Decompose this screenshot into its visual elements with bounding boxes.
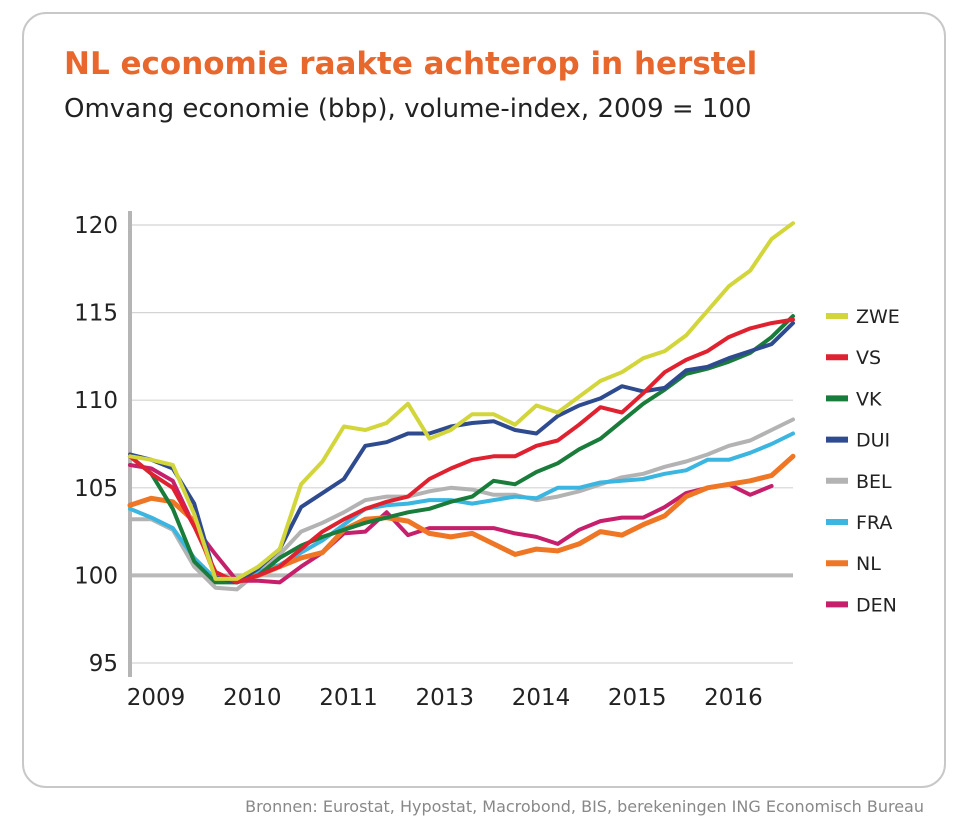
- x-tick-label: 2010: [223, 685, 282, 711]
- legend-label-nl: NL: [856, 553, 881, 575]
- series-line-fra: [128, 431, 795, 581]
- y-tick-label: 105: [74, 476, 118, 502]
- legend-label-zwe: ZWE: [856, 306, 900, 328]
- x-tick-label: 2011: [319, 685, 378, 711]
- x-tick-label: 2015: [608, 685, 667, 711]
- legend-label-vs: VS: [856, 347, 881, 369]
- series-line-vs: [128, 317, 795, 585]
- chart-subtitle: Omvang economie (bbp), volume-index, 200…: [64, 94, 752, 124]
- legend-label-fra: FRA: [856, 512, 892, 534]
- chart-title: NL economie raakte achterop in herstel: [64, 46, 758, 82]
- legend-label-den: DEN: [856, 594, 897, 616]
- legend-label-bel: BEL: [856, 471, 892, 493]
- series-line-zwe: [128, 221, 795, 581]
- x-tick-label: 2013: [415, 685, 474, 711]
- legend-label-vk: VK: [856, 388, 882, 410]
- y-tick-label: 95: [89, 651, 118, 677]
- series-line-dui: [128, 321, 795, 585]
- series-line-den: [128, 463, 774, 585]
- x-tick-label: 2014: [512, 685, 571, 711]
- source-note: Bronnen: Eurostat, Hypostat, Macrobond, …: [245, 797, 924, 816]
- y-tick-label: 115: [74, 301, 118, 327]
- x-tick-label: 2009: [127, 685, 186, 711]
- legend-label-dui: DUI: [856, 430, 890, 452]
- y-tick-label: 110: [74, 388, 118, 414]
- x-tick-label: 2016: [704, 685, 763, 711]
- series-line-nl: [127, 453, 796, 584]
- series-line-bel: [128, 417, 795, 592]
- y-tick-label: 120: [74, 213, 118, 239]
- y-tick-label: 100: [74, 563, 118, 589]
